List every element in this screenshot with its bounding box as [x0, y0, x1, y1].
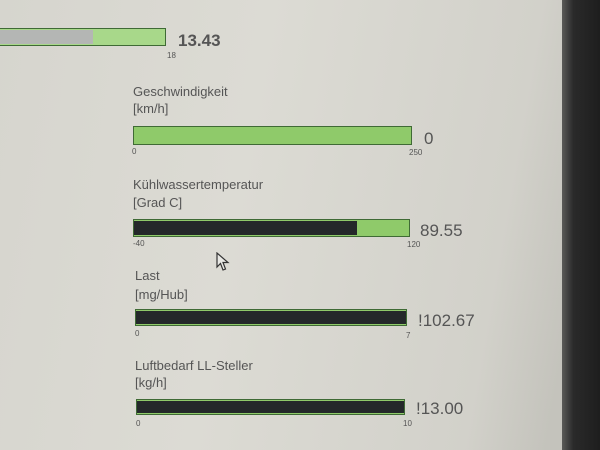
gauge-min: 0: [136, 419, 141, 428]
gauge-label: Luftbedarf LL-Steller: [135, 358, 253, 373]
gauge-label: Kühlwassertemperatur: [133, 177, 264, 192]
gauge-min: 0: [132, 147, 137, 156]
gauge-max: 7: [406, 331, 411, 340]
gauge-bar: [133, 126, 412, 145]
gauge-label: Last: [135, 268, 160, 283]
gauge-unit: [kg/h]: [135, 375, 167, 390]
gauge-fill: [134, 221, 357, 235]
gauge-bar: [136, 399, 405, 415]
gauge-max: 120: [407, 240, 421, 249]
gauge-bar: [135, 309, 407, 326]
gauge-label: Geschwindigkeit: [133, 84, 228, 99]
gauge-min: 0: [135, 329, 140, 338]
gauge-value: 13.43: [178, 31, 221, 50]
gauge-value: 0: [424, 129, 434, 148]
mouse-pointer-icon: [216, 251, 230, 277]
gauge-value: !13.00: [416, 399, 464, 418]
gauge-fill: [137, 401, 404, 413]
monitor-bezel: [562, 0, 600, 450]
gauge-unit: [km/h]: [133, 101, 169, 116]
gauge-fill: [136, 311, 406, 324]
gauge-bar: [0, 28, 166, 46]
gauge-min: -40: [133, 239, 145, 248]
gauge-max: 250: [409, 148, 423, 157]
gauge-fill: [0, 30, 93, 44]
gauge-unit: [Grad C]: [133, 195, 183, 210]
gauge-max: 10: [403, 419, 412, 428]
gauge-value: !102.67: [418, 311, 475, 330]
gauge-unit: [mg/Hub]: [135, 287, 188, 302]
gauge-max: 18: [167, 51, 176, 60]
gauge-bar: [133, 219, 410, 237]
gauge-value: 89.55: [420, 221, 463, 240]
